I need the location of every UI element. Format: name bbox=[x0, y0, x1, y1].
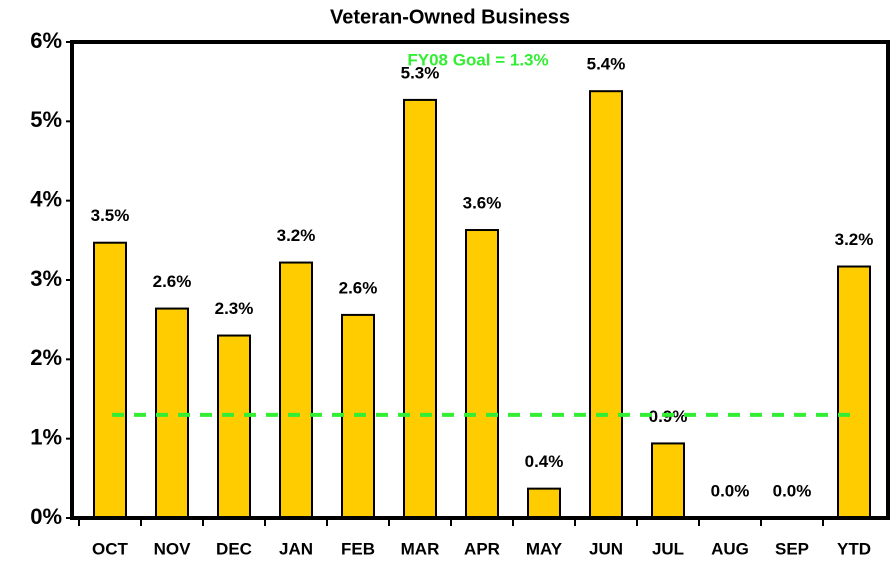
value-label: 5.3% bbox=[401, 63, 440, 82]
bar bbox=[837, 265, 871, 519]
x-tick-label: APR bbox=[464, 539, 500, 558]
value-label: 3.2% bbox=[277, 226, 316, 245]
bar bbox=[589, 90, 623, 519]
y-tick-label: 3% bbox=[30, 266, 62, 291]
value-label: 2.6% bbox=[153, 272, 192, 291]
value-label: 2.6% bbox=[339, 278, 378, 297]
x-tick-label: YTD bbox=[837, 539, 871, 558]
x-tick-label: NOV bbox=[154, 539, 192, 558]
value-label: 0.0% bbox=[773, 481, 812, 500]
plot-frame bbox=[70, 40, 890, 520]
bar bbox=[93, 241, 127, 519]
value-label: 3.6% bbox=[463, 194, 502, 213]
value-label: 0.0% bbox=[711, 481, 750, 500]
x-tick-label: AUG bbox=[711, 539, 749, 558]
value-label: 3.5% bbox=[91, 206, 130, 225]
x-tick-label: DEC bbox=[216, 539, 252, 558]
x-tick-label: JUL bbox=[652, 539, 684, 558]
x-tick-label: JUN bbox=[589, 539, 623, 558]
x-tick-label: OCT bbox=[92, 539, 129, 558]
bar bbox=[217, 334, 251, 519]
goal-label: FY08 Goal = 1.3% bbox=[407, 50, 548, 69]
bar bbox=[465, 229, 499, 520]
value-label: 2.3% bbox=[215, 299, 254, 318]
y-tick-label: 6% bbox=[30, 28, 62, 53]
bar bbox=[279, 261, 313, 519]
x-tick-label: MAY bbox=[526, 539, 563, 558]
value-label: 0.4% bbox=[525, 452, 564, 471]
y-tick-label: 2% bbox=[30, 345, 62, 370]
bar bbox=[527, 487, 561, 519]
y-tick-label: 4% bbox=[30, 186, 62, 211]
x-tick-label: FEB bbox=[341, 539, 375, 558]
y-tick-label: 5% bbox=[30, 107, 62, 132]
bar bbox=[403, 98, 437, 519]
value-label: 5.4% bbox=[587, 55, 626, 74]
bar bbox=[651, 442, 685, 519]
x-tick-label: JAN bbox=[279, 539, 313, 558]
y-tick-label: 1% bbox=[30, 424, 62, 449]
y-tick-label: 0% bbox=[30, 504, 62, 529]
x-tick-label: MAR bbox=[401, 539, 440, 558]
chart-title: Veteran-Owned Business bbox=[330, 6, 570, 28]
x-tick-label: SEP bbox=[775, 539, 809, 558]
value-label: 3.2% bbox=[835, 230, 874, 249]
